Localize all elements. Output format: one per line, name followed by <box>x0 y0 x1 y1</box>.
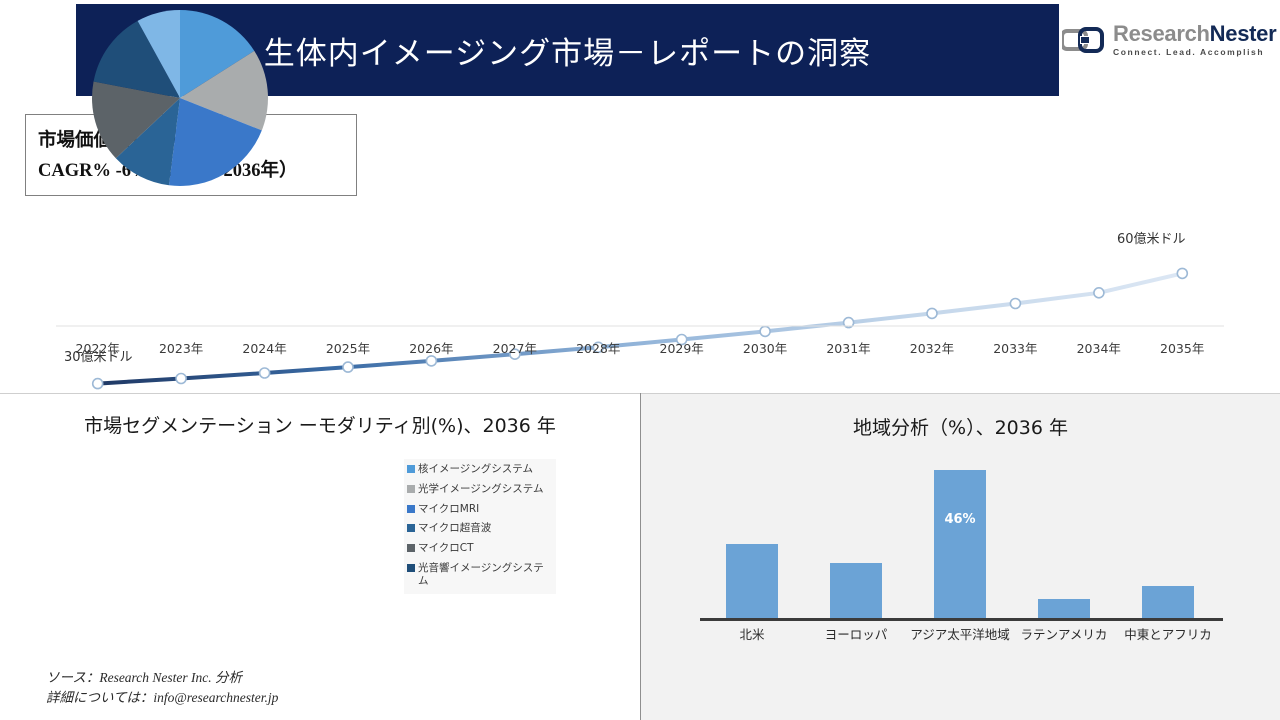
pie-slice[interactable] <box>115 98 180 186</box>
bar-label: アジア太平洋地域 <box>910 627 1010 642</box>
bar-cell <box>1012 470 1116 618</box>
logo-name: ResearchNester <box>1113 21 1277 47</box>
x-tick: 2030年 <box>742 341 788 356</box>
x-tick: 2035年 <box>1160 341 1205 356</box>
pie-slice[interactable] <box>168 98 262 187</box>
x-tick: 2033年 <box>993 341 1038 356</box>
logo-text: ResearchNester Connect. Lead. Accomplish <box>1113 21 1277 58</box>
segmentation-title: 市場セグメンテーション ーモダリティ別(%)、2036 年 <box>84 415 556 437</box>
logo-name-nester: Nester <box>1209 21 1277 47</box>
line-data-point <box>258 367 271 379</box>
x-tick: 2024年 <box>242 341 287 356</box>
logo-mark-icon <box>1062 27 1104 53</box>
regional-title: 地域分析（%）、2036 年 <box>853 417 1068 439</box>
legend-label: マイクロ超音波 <box>418 522 492 535</box>
x-tick: 2032年 <box>909 341 955 356</box>
x-tick: 2025年 <box>325 341 371 356</box>
line-data-point <box>759 325 771 338</box>
segmentation-pie-chart <box>92 10 268 187</box>
line-data-point <box>926 307 938 320</box>
bar[interactable]: 46% <box>934 470 986 618</box>
legend-item[interactable]: マイクロ超音波 <box>407 522 553 535</box>
line-data-point <box>1093 287 1105 299</box>
legend-swatch-icon <box>407 563 415 572</box>
bar-chart-x-axis: 北米 ヨーロッパ アジア太平洋地域 ラテンアメリカ 中東とアフリカ <box>700 624 1220 643</box>
legend-label: 光音響イメージングシステム <box>418 561 544 587</box>
pie-slice[interactable] <box>93 20 180 98</box>
logo-name-research: Research <box>1113 21 1210 47</box>
x-tick: 2023年 <box>158 341 204 356</box>
pie-legend: 核イメージングシステム 光学イメージングシステム マイクロMRI マイクロ超音波… <box>404 459 556 594</box>
legend-item[interactable]: マイクロCT <box>407 542 553 555</box>
legend-swatch-icon <box>407 544 415 553</box>
line-data-point <box>509 348 521 361</box>
bar-label: 北米 <box>739 627 765 642</box>
bar-cell <box>804 470 908 618</box>
bar-value-label: 46% <box>944 512 976 527</box>
line-data-point <box>425 355 438 367</box>
bar-label: ヨーロッパ <box>824 627 888 642</box>
regional-bar-chart: 46% <box>700 470 1220 618</box>
legend-label: マイクロMRI <box>418 502 480 515</box>
legend-label: マイクロCT <box>418 542 474 555</box>
legend-swatch-icon <box>407 465 415 473</box>
line-data-point <box>1176 267 1189 280</box>
line-chart-svg <box>56 267 1224 390</box>
x-tick: 2029年 <box>659 341 704 356</box>
x-tick: 2022年 <box>75 341 120 356</box>
pie-slice[interactable] <box>180 50 268 131</box>
line-data-point <box>592 341 605 354</box>
bar[interactable] <box>830 563 882 618</box>
legend-item[interactable]: 核イメージングシステム <box>407 463 553 476</box>
legend-label: 光学イメージングシステム <box>418 482 544 495</box>
line-data-point <box>842 316 855 329</box>
bar[interactable] <box>1142 585 1194 618</box>
pie-slice[interactable] <box>137 10 180 98</box>
bar-chart-axis <box>700 618 1223 621</box>
bar-label: 中東とアフリカ <box>1124 627 1212 642</box>
legend-swatch-icon <box>407 504 415 513</box>
line-data-point <box>1009 297 1022 310</box>
logo-tagline: Connect. Lead. Accomplish <box>1113 47 1265 58</box>
pie-slice[interactable] <box>180 10 255 98</box>
bar[interactable] <box>726 544 778 618</box>
page-title: 生体内イメージング市場－レポートの洞察 <box>263 35 872 72</box>
bar-cell <box>700 470 804 618</box>
line-data-point <box>91 377 104 390</box>
line-data-point <box>175 372 187 385</box>
line-chart-x-axis: 2022年 2023年 2024年 2025年 2026年 2027年 2028… <box>56 338 1224 357</box>
line-end-value-label: 60億米ドル <box>1117 232 1186 247</box>
line-data-point <box>675 333 688 346</box>
x-tick: 2034年 <box>1076 341 1121 356</box>
legend-label: 核イメージングシステム <box>418 463 533 475</box>
legend-item[interactable]: 光音響イメージングシステム <box>407 562 553 588</box>
line-data-point <box>342 361 354 373</box>
bar-label: ラテンアメリカ <box>1020 627 1108 642</box>
pie-slice[interactable] <box>92 81 180 159</box>
x-tick: 2028年 <box>576 341 621 356</box>
source-note: ソース：Research Nester Inc. 分析 詳細については：info… <box>46 668 278 707</box>
line-start-value-label: 30億米ドル <box>64 350 133 365</box>
brand-logo: ResearchNester Connect. Lead. Accomplish <box>1062 14 1277 66</box>
vertical-divider <box>640 393 641 720</box>
bar[interactable] <box>1038 598 1090 618</box>
source-line-2: 詳細については：info@researchnester.jp <box>46 689 279 705</box>
pie-data-label: 21% <box>182 590 223 610</box>
legend-swatch-icon <box>407 484 415 493</box>
bar-cell <box>1116 470 1220 618</box>
x-tick: 2026年 <box>409 341 454 356</box>
x-tick: 2031年 <box>826 341 871 356</box>
legend-item[interactable]: 光学イメージングシステム <box>407 483 553 496</box>
x-tick: 2027年 <box>492 341 537 356</box>
bar-cell: 46% <box>908 470 1012 618</box>
source-line-1: ソース：Research Nester Inc. 分析 <box>46 670 243 685</box>
legend-swatch-icon <box>407 524 415 533</box>
legend-item[interactable]: マイクロMRI <box>407 503 553 516</box>
